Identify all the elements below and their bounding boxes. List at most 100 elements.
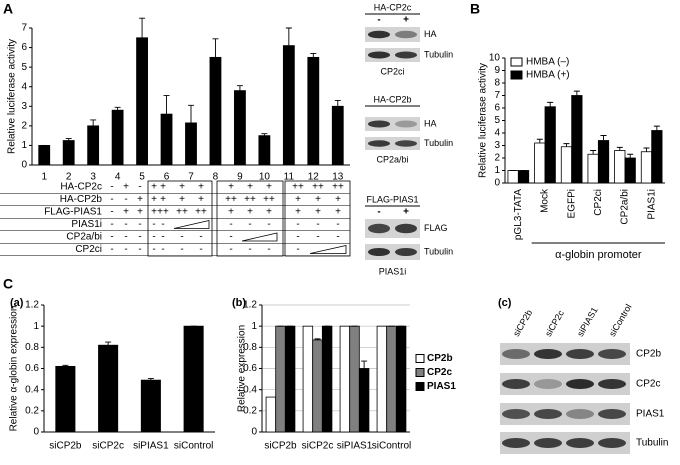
table-cell: - <box>267 244 270 255</box>
error-bar <box>563 143 570 147</box>
blot-strip <box>500 373 630 395</box>
x-tick-label: CP2a/bi <box>620 189 631 225</box>
table-cell: + <box>151 182 157 193</box>
bar <box>651 130 663 184</box>
bar <box>587 153 599 184</box>
blot-band <box>368 140 390 147</box>
lane-label: siCP2c <box>543 308 566 338</box>
x-tick-label: siControl <box>174 441 213 452</box>
blot-caption: CP2a/bi <box>376 154 408 164</box>
blot-band <box>598 349 626 359</box>
blot-band <box>566 349 594 359</box>
table-cell: + <box>151 194 157 205</box>
blot-band <box>395 120 417 128</box>
y-tick-label: 0 <box>21 160 27 171</box>
panel-label: (b) <box>232 297 246 309</box>
bar <box>339 325 351 433</box>
x-tick-label: EGFPi <box>566 189 577 218</box>
x-axis-label: α-globin promoter <box>555 249 642 261</box>
x-tick-label: 1 <box>41 172 47 183</box>
blot-band <box>534 349 562 359</box>
bar <box>560 146 573 184</box>
table-cell: - <box>180 244 183 255</box>
x-tick-label: 3 <box>90 172 96 183</box>
y-tick-label: 7 <box>494 90 500 101</box>
table-cell: ++ <box>332 182 344 193</box>
table-cell: + <box>123 207 129 218</box>
bar <box>358 368 370 433</box>
band-label: Tubulin <box>424 246 453 256</box>
table-cell: - <box>110 207 113 218</box>
table-cell: - <box>316 219 319 230</box>
band-label: HA <box>424 118 437 128</box>
blot-strip <box>365 219 420 238</box>
table-cell: - <box>124 232 127 243</box>
table-cell: + <box>295 194 301 205</box>
titration-wedge <box>173 219 210 229</box>
bar <box>38 145 51 166</box>
error-bar <box>62 364 69 367</box>
y-tick-label: 0 <box>494 178 500 189</box>
x-tick-label: 8 <box>213 172 219 183</box>
blot-band <box>534 438 562 448</box>
bar <box>376 325 388 433</box>
bar <box>160 113 173 166</box>
table-cell: + <box>179 182 185 193</box>
legend-label: CP2b <box>427 353 453 364</box>
bar <box>111 109 124 166</box>
band-label: FLAG <box>424 223 448 233</box>
table-cell: - <box>199 244 202 255</box>
table-cell: + <box>266 182 272 193</box>
lane-label: + <box>403 207 409 218</box>
y-axis-label: Relative luciferase activity <box>478 63 489 178</box>
error-bar <box>334 99 341 107</box>
table-cell: ++ <box>263 194 275 205</box>
y-tick-label: 6 <box>21 42 27 53</box>
x-tick-label: siPIAS1 <box>133 441 169 452</box>
table-cell: - <box>138 182 141 193</box>
table-cell: + <box>137 207 143 218</box>
y-tick-label: 1 <box>21 140 27 151</box>
table-cell: - <box>336 232 339 243</box>
error-bar <box>536 138 543 143</box>
x-tick-label: siCP2b <box>264 441 297 452</box>
table-cell: + <box>151 207 157 218</box>
y-tick-label: 0.8 <box>25 342 39 353</box>
bar <box>265 396 277 433</box>
x-tick-label: siPIAS1 <box>337 441 373 452</box>
band-label: Tubulin <box>636 438 668 449</box>
error-bar <box>188 104 194 123</box>
error-bar <box>643 147 650 152</box>
x-tick-label: 5 <box>139 172 145 183</box>
y-tick-label: 1.2 <box>243 300 257 311</box>
x-tick-label: pGL3-TATA <box>513 189 524 240</box>
error-bar <box>90 119 97 126</box>
bar <box>136 37 148 166</box>
blot-band <box>502 438 530 448</box>
bar <box>534 142 546 184</box>
table-cell: ++ <box>225 194 237 205</box>
table-row-label: CP2ci <box>75 244 102 255</box>
panel-label: C <box>3 276 13 292</box>
table-cell: - <box>161 232 164 243</box>
table-cell: + <box>295 207 301 218</box>
table-cell: - <box>161 244 164 255</box>
error-bar <box>590 150 597 155</box>
table-cell: - <box>296 244 299 255</box>
legend-swatch <box>415 382 425 391</box>
panel-label: B <box>470 1 480 17</box>
y-tick-label: 6 <box>494 103 500 114</box>
table-cell: ++ <box>157 207 169 218</box>
bar <box>507 170 519 184</box>
table-cell: + <box>228 182 234 193</box>
blot-band <box>395 140 417 147</box>
table-cell: + <box>160 194 166 205</box>
x-tick-label: siCP2c <box>302 441 334 452</box>
table-cell: - <box>124 194 127 205</box>
blot-band <box>502 379 530 389</box>
table-cell: + <box>315 207 321 218</box>
y-tick-label: 3 <box>494 140 500 151</box>
y-tick-label: 2 <box>21 120 27 131</box>
table-cell: + <box>137 194 143 205</box>
table-cell: - <box>229 219 232 230</box>
